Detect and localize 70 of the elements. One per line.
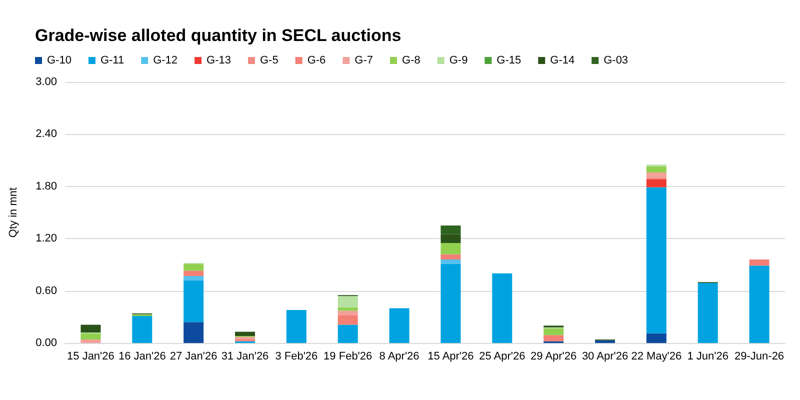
y-tick-label: 1.80 (36, 180, 57, 192)
bar (184, 322, 204, 343)
x-tick-label: 29-Jun-26 (734, 350, 784, 362)
bar (544, 335, 564, 342)
x-tick-label: 27 Jan'26 (170, 350, 218, 362)
bar (80, 340, 101, 343)
bar (544, 328, 564, 336)
bar (646, 166, 666, 172)
bar (749, 259, 770, 266)
legend-label: G-8 (402, 54, 420, 66)
legend-label: G-12 (153, 54, 178, 66)
x-tick-label: 16 Jan'26 (118, 350, 166, 362)
legend-label: G-9 (449, 54, 468, 66)
bar (646, 172, 666, 178)
x-tick-label: 15 Apr'26 (428, 350, 474, 362)
legend-label: G-13 (206, 54, 232, 66)
bar (338, 315, 358, 325)
x-tick-label: 8 Apr'26 (379, 350, 420, 362)
y-tick-label: 3.00 (36, 76, 57, 88)
bar (440, 254, 461, 260)
legend-label: G-5 (260, 54, 278, 66)
bar (698, 282, 718, 343)
legend-label: G-03 (604, 54, 628, 66)
bar (184, 270, 204, 276)
bar (389, 308, 410, 343)
x-tick-label: 1 Jun'26 (687, 350, 728, 362)
bar (286, 310, 306, 343)
y-tick-label: 1.20 (36, 232, 57, 245)
bar (440, 226, 461, 234)
legend-label: G-6 (307, 54, 326, 66)
y-tick-label: 0.00 (36, 337, 57, 349)
bar (338, 307, 358, 311)
bar (338, 296, 358, 308)
legend-label: G-10 (47, 54, 72, 66)
x-tick-label: 22 May'26 (631, 350, 682, 362)
bar (132, 316, 152, 343)
bar (646, 179, 666, 188)
bar (646, 333, 666, 343)
legend-label: G-15 (496, 54, 522, 66)
bar (184, 264, 204, 271)
bar (338, 310, 358, 316)
bar (440, 259, 461, 264)
x-tick-label: 3 Feb'26 (275, 350, 318, 362)
bar (595, 340, 615, 343)
bar (440, 264, 461, 343)
y-tick-label: 2.40 (36, 128, 57, 140)
bar (440, 234, 461, 243)
x-tick-label: 30 Apr'26 (582, 350, 628, 362)
y-axis-title: Qty in mnt (8, 187, 20, 238)
bar (338, 324, 358, 343)
bar (235, 332, 255, 336)
legend-label: G-7 (354, 54, 374, 66)
x-tick-label: 15 Jan'26 (67, 350, 114, 362)
chart-title: Grade-wise alloted quantity in SECL auctions (35, 26, 402, 45)
bar (184, 276, 204, 280)
x-tick-label: 19 Feb'26 (324, 350, 372, 362)
bar (646, 187, 666, 334)
bar (80, 333, 101, 340)
bar (184, 280, 204, 322)
bar (440, 242, 461, 254)
bar (492, 273, 512, 343)
bar (235, 336, 255, 340)
y-tick-label: 0.60 (36, 284, 57, 297)
legend-label: G-11 (100, 54, 124, 66)
bar (749, 266, 770, 343)
x-tick-label: 25 Apr'26 (479, 350, 526, 362)
bar (80, 324, 101, 333)
x-tick-label: 31 Jan'26 (221, 350, 269, 362)
legend-label: G-14 (550, 54, 575, 66)
x-tick-label: 29 Apr'26 (530, 350, 577, 362)
